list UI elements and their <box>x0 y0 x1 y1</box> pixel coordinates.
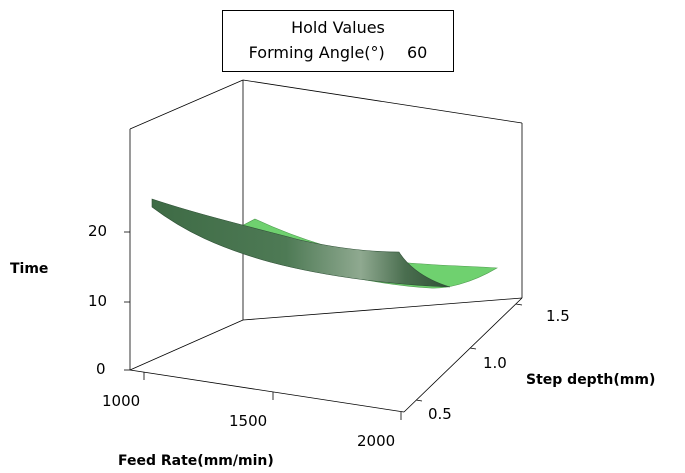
hold-variable-name: Forming Angle(°) <box>248 43 385 62</box>
x-tick-label-2000: 2000 <box>357 432 396 450</box>
x-ticks <box>143 372 402 420</box>
z-tick-label-0: 0 <box>96 360 106 378</box>
y-axis-label: Step depth(mm) <box>526 372 656 388</box>
x-tick-label-1500: 1500 <box>229 412 268 430</box>
surface-front-face <box>151 198 451 288</box>
z-axis-label: Time <box>10 261 49 277</box>
hold-values-row: Forming Angle(°) 60 <box>223 43 453 62</box>
hold-values-box: Hold Values Forming Angle(°) 60 <box>222 10 454 72</box>
y-tick-label-0.5: 0.5 <box>428 405 452 423</box>
y-ticks <box>415 303 523 402</box>
y-tick-label-1.5: 1.5 <box>546 307 570 325</box>
y-axis-line <box>403 297 523 413</box>
back-top-edge <box>242 79 523 124</box>
y-tick-label-1.0: 1.0 <box>483 354 507 372</box>
z-tick-label-20: 20 <box>88 222 108 240</box>
x-axis-line <box>129 369 405 413</box>
hold-values-title: Hold Values <box>291 18 385 37</box>
floor-back-edge <box>129 319 244 371</box>
back-bottom-edge <box>242 297 523 321</box>
x-axis-label: Feed Rate(mm/min) <box>118 453 274 469</box>
x-tick-label-1000: 1000 <box>102 392 141 410</box>
axis-frame <box>129 79 523 413</box>
hold-variable-value: 60 <box>406 43 428 62</box>
z-ticks <box>124 231 130 371</box>
front-top-edge <box>129 79 244 130</box>
z-tick-label-10: 10 <box>88 292 108 310</box>
